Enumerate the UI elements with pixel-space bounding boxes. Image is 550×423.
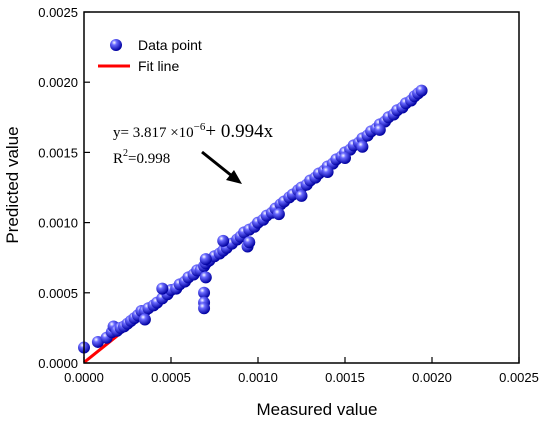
x-axis-title: Measured value	[257, 400, 378, 419]
y-tick-label: 0.0020	[38, 75, 78, 90]
arrow-shaft	[201, 150, 233, 178]
r-squared-text: R2=0.998	[113, 148, 170, 167]
y-tick-label: 0.0000	[38, 356, 78, 371]
x-tick-label: 0.0005	[151, 370, 191, 385]
x-tick-label: 0.0020	[412, 370, 452, 385]
legend: Data point Fit line	[98, 37, 202, 74]
data-point	[321, 166, 334, 179]
data-points	[78, 84, 428, 354]
x-tick-label: 0.0015	[325, 370, 365, 385]
axis-tick-labels: 0.0000 0.0005 0.0010 0.0015 0.0020 0.0025 0.00…	[38, 5, 539, 385]
y-tick-label: 0.0010	[38, 216, 78, 231]
legend-marker-data-point	[110, 39, 122, 51]
equation-suffix: + 0.994x	[205, 121, 273, 142]
equation-text: y= 3.817 ×10−6+ 0.994x	[113, 121, 274, 142]
equation-exponent: −6	[194, 121, 206, 133]
x-tick-label: 0.0000	[64, 370, 104, 385]
data-point	[198, 286, 211, 299]
data-point	[138, 313, 151, 326]
data-point	[243, 236, 256, 249]
data-point	[339, 152, 351, 165]
x-tick-label: 0.0010	[238, 370, 278, 385]
arrow-head-icon	[226, 170, 242, 184]
data-point	[199, 253, 212, 266]
data-point	[217, 234, 230, 247]
data-point	[198, 302, 211, 315]
legend-label-fit-line: Fit line	[138, 58, 179, 74]
legend-label-data-point: Data point	[138, 37, 202, 53]
data-point	[199, 271, 212, 284]
y-tick-label: 0.0015	[38, 145, 78, 160]
data-point	[373, 123, 386, 136]
data-point	[356, 140, 369, 153]
data-point	[295, 189, 308, 202]
equation-annotation: y= 3.817 ×10−6+ 0.994x R2=0.998	[113, 121, 274, 184]
y-axis-title: Predicted value	[3, 126, 22, 243]
data-point	[415, 84, 428, 97]
data-point	[272, 208, 285, 221]
y-tick-label: 0.0005	[38, 286, 78, 301]
equation-prefix: y= 3.817 ×10	[113, 125, 194, 141]
plot-frame	[83, 11, 520, 364]
data-point	[156, 282, 169, 295]
x-tick-label: 0.0025	[499, 370, 539, 385]
y-tick-label: 0.0025	[38, 5, 78, 20]
